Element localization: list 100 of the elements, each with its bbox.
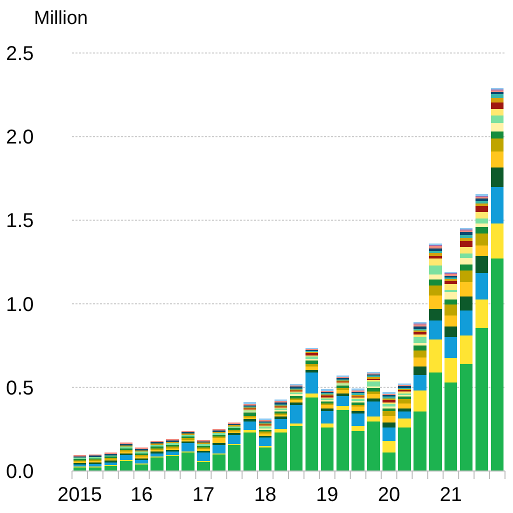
bar	[398, 408, 411, 412]
bar	[274, 432, 288, 471]
bar	[382, 410, 396, 416]
bar	[460, 282, 473, 296]
bar	[258, 433, 272, 436]
bar	[490, 102, 504, 110]
bar	[290, 404, 303, 424]
bar	[429, 372, 442, 471]
bar	[475, 226, 488, 234]
bar	[367, 402, 380, 417]
bar	[490, 224, 504, 259]
bar	[444, 326, 458, 338]
bar	[414, 374, 426, 391]
bar	[305, 364, 318, 366]
bar	[414, 390, 426, 412]
bar	[336, 396, 349, 406]
bar	[490, 109, 504, 116]
bar	[475, 206, 488, 212]
bar	[429, 295, 442, 309]
y-tick-label: 2.5	[6, 43, 34, 65]
bar	[444, 337, 458, 358]
bar	[182, 452, 194, 471]
bar	[490, 258, 504, 471]
bar	[120, 454, 132, 460]
x-tick-label: 21	[440, 484, 462, 506]
bar	[244, 419, 256, 422]
bar	[429, 285, 442, 296]
bar	[352, 426, 364, 431]
bar	[228, 434, 241, 444]
bar	[166, 456, 179, 471]
bar	[336, 406, 349, 410]
bar	[460, 336, 473, 364]
bar	[444, 304, 458, 316]
bar	[475, 224, 488, 227]
bar	[336, 393, 349, 396]
bar	[475, 203, 488, 206]
bar	[475, 300, 488, 328]
x-tick-label: 17	[192, 484, 215, 506]
bar	[336, 390, 349, 394]
bar	[414, 343, 426, 346]
bar	[135, 464, 148, 471]
bar	[382, 428, 396, 441]
bar	[475, 328, 488, 471]
bar	[197, 452, 210, 461]
bar	[305, 370, 318, 372]
bar	[352, 413, 364, 426]
bar	[290, 402, 303, 405]
bar	[429, 274, 442, 280]
bar	[320, 423, 334, 428]
bar	[212, 438, 226, 444]
bar	[429, 246, 442, 249]
bar	[475, 218, 488, 224]
bar	[367, 422, 380, 471]
bar	[398, 418, 411, 428]
bar	[258, 448, 272, 471]
bar	[444, 284, 458, 290]
bar	[460, 258, 473, 265]
bar	[305, 352, 318, 356]
bar	[150, 453, 164, 457]
bar	[352, 402, 364, 405]
bar	[212, 454, 226, 471]
bar	[382, 408, 396, 411]
bar	[367, 392, 380, 394]
bar	[244, 432, 256, 471]
bar	[120, 460, 132, 471]
bar	[490, 152, 504, 168]
bar	[414, 350, 426, 358]
bar	[88, 464, 102, 467]
bar	[367, 416, 380, 422]
bar	[244, 430, 256, 433]
bar	[320, 404, 334, 408]
bar	[305, 397, 318, 471]
bar	[475, 200, 488, 204]
bar	[429, 265, 442, 275]
bar	[429, 256, 442, 259]
bar	[429, 320, 442, 340]
bar	[244, 412, 256, 416]
y-axis-title: Million	[34, 8, 88, 29]
bar	[460, 296, 473, 310]
bar	[212, 444, 226, 454]
x-tick-label: 20	[378, 484, 400, 506]
y-tick-label: 1.5	[6, 210, 34, 232]
bar	[398, 403, 411, 408]
bar	[244, 422, 256, 430]
bar	[274, 419, 288, 430]
bar	[490, 168, 504, 187]
bar	[475, 245, 488, 256]
bar	[290, 400, 303, 402]
bar	[414, 334, 426, 338]
bar	[305, 372, 318, 394]
bar	[135, 460, 148, 464]
bar	[429, 248, 442, 252]
bar	[197, 462, 210, 471]
y-tick-label: 0.0	[6, 461, 34, 483]
bar	[429, 340, 442, 372]
bar	[460, 246, 473, 254]
bar	[444, 382, 458, 471]
bar	[290, 423, 303, 426]
bar	[290, 396, 303, 398]
bar	[367, 382, 380, 387]
